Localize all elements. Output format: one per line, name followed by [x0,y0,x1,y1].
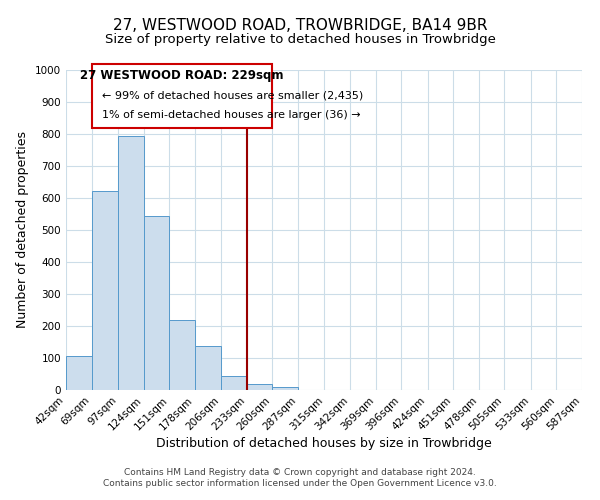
FancyBboxPatch shape [92,64,272,128]
Text: ← 99% of detached houses are smaller (2,435): ← 99% of detached houses are smaller (2,… [102,90,363,101]
Bar [92,191,118,390]
Text: 27, WESTWOOD ROAD, TROWBRIDGE, BA14 9BR: 27, WESTWOOD ROAD, TROWBRIDGE, BA14 9BR [113,18,487,32]
Bar [66,356,92,390]
Bar [143,216,169,390]
Text: Size of property relative to detached houses in Trowbridge: Size of property relative to detached ho… [104,32,496,46]
Bar [247,384,272,390]
Bar [118,136,143,390]
Bar [169,320,195,390]
X-axis label: Distribution of detached houses by size in Trowbridge: Distribution of detached houses by size … [156,438,492,450]
Bar [221,376,247,390]
Text: 27 WESTWOOD ROAD: 229sqm: 27 WESTWOOD ROAD: 229sqm [80,68,284,82]
Text: Contains HM Land Registry data © Crown copyright and database right 2024.
Contai: Contains HM Land Registry data © Crown c… [103,468,497,487]
Bar [272,387,298,390]
Y-axis label: Number of detached properties: Number of detached properties [16,132,29,328]
Text: 1% of semi-detached houses are larger (36) →: 1% of semi-detached houses are larger (3… [102,110,361,120]
Bar [195,346,221,390]
